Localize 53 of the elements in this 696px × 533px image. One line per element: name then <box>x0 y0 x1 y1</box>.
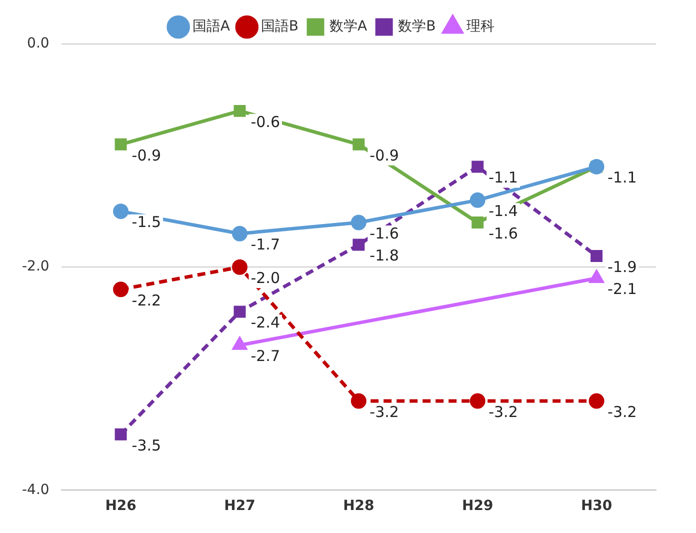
point <box>472 216 484 228</box>
point <box>113 204 129 220</box>
data-label: -1.5 <box>132 213 162 232</box>
data-label: -3.5 <box>132 436 162 454</box>
point <box>113 282 129 298</box>
point <box>234 104 246 117</box>
point <box>470 393 486 409</box>
data-label: -3.2 <box>370 402 399 421</box>
data-label: -1.1 <box>608 168 637 187</box>
point <box>472 160 484 173</box>
legend-label: 国語B <box>260 18 299 35</box>
data-label: -2.7 <box>250 347 280 366</box>
data-label: -1.9 <box>608 258 637 276</box>
point <box>350 393 366 409</box>
y-tick-label: 0.0 <box>27 36 50 52</box>
point <box>232 226 248 242</box>
point <box>234 306 246 318</box>
data-label: -2.0 <box>250 268 280 287</box>
data-label: -3.2 <box>608 402 637 421</box>
point <box>590 270 604 284</box>
data-label: -3.2 <box>488 402 518 421</box>
point <box>114 138 127 150</box>
data-label: -2.2 <box>132 291 162 310</box>
data-label: -1.4 <box>488 202 518 220</box>
legend-label: 国語A <box>192 18 230 35</box>
x-tick-label: H28 <box>343 498 374 514</box>
point <box>350 214 366 230</box>
x-tick-label: H29 <box>462 498 494 514</box>
x-tick-label: H30 <box>580 498 612 514</box>
legend-label: 数学A <box>330 18 368 35</box>
x-tick-label: H26 <box>105 498 136 514</box>
data-label: -0.9 <box>370 146 399 164</box>
data-label: -1.6 <box>488 224 518 242</box>
legend-label: 理科 <box>466 18 495 35</box>
data-label: -1.6 <box>370 224 399 242</box>
point <box>588 393 604 409</box>
point <box>352 238 365 251</box>
data-label: -1.8 <box>370 246 399 265</box>
y-tick-label: -4.0 <box>22 482 50 498</box>
y-tick-label: -2.0 <box>22 258 50 275</box>
point <box>470 192 486 208</box>
point <box>590 250 603 262</box>
data-label: -1.1 <box>488 168 518 187</box>
data-label: -2.4 <box>250 314 280 332</box>
data-label: -0.9 <box>132 146 162 164</box>
point <box>352 138 365 150</box>
point <box>232 259 248 275</box>
data-label: -0.6 <box>250 112 280 131</box>
data-label: -2.1 <box>608 280 637 298</box>
x-tick-label: H27 <box>224 498 256 514</box>
point <box>114 428 127 440</box>
legend-label: 数学B <box>398 18 436 35</box>
data-label: -1.7 <box>250 236 280 254</box>
